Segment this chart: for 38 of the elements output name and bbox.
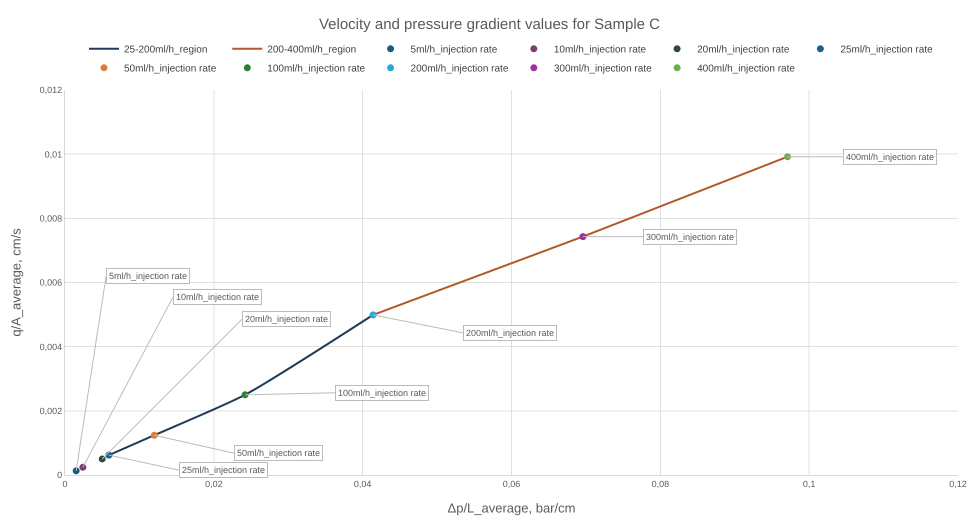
legend-label: 25ml/h_injection rate	[840, 44, 934, 56]
legend-label: 20ml/h_injection rate	[697, 44, 790, 56]
annotation: 300ml/h_injection rate	[646, 232, 734, 242]
legend-label: 5ml/h_injection rate	[410, 44, 498, 56]
x-tick-label: 0,08	[652, 478, 670, 489]
annotation: 200ml/h_injection rate	[466, 328, 554, 338]
y-tick-label: 0,006	[40, 278, 62, 288]
annotation: 100ml/h_injection rate	[338, 388, 426, 398]
chart-title: Velocity and pressure gradient values for Sample C	[318, 16, 660, 33]
annotation: 25ml/h_injection rate	[182, 465, 266, 475]
x-tick-label: 0,1	[802, 478, 816, 489]
legend-label: 50ml/h_injection rate	[124, 64, 217, 75]
annotation: 20ml/h_injection rate	[245, 314, 328, 324]
legend-label: 400ml/h_injection rate	[697, 64, 796, 75]
y-tick-label: 0,012	[40, 85, 62, 96]
point	[370, 311, 377, 318]
y-tick-label: 0	[57, 470, 62, 480]
y-axis-title: q/A_average, cm/s	[8, 228, 24, 337]
x-tick-label: 0,06	[502, 478, 520, 489]
annotation: 400ml/h_injection rate	[846, 152, 934, 162]
y-tick-label: 0,008	[40, 213, 62, 224]
annotation: 50ml/h_injection rate	[237, 448, 320, 458]
annotation: 5ml/h_injection rate	[109, 271, 188, 281]
y-tick-label: 0,01	[44, 149, 62, 160]
x-tick-label: 0,02	[205, 478, 223, 489]
y-tick-label: 0,002	[40, 406, 62, 416]
legend-label: 100ml/h_injection rate	[267, 64, 366, 75]
x-axis-title: Δp/L_average, bar/cm	[448, 500, 576, 516]
legend-label: 300ml/h_injection rate	[554, 64, 652, 75]
y-tick-label: 0,004	[40, 342, 62, 352]
point	[579, 233, 586, 240]
annotation: 10ml/h_injection rate	[176, 292, 260, 302]
legend-label: 200-400ml/h_region	[267, 44, 356, 56]
legend-label: 10ml/h_injection rate	[554, 44, 647, 56]
x-tick-label: 0,12	[949, 478, 967, 489]
legend-label: 200ml/h_injection rate	[410, 64, 509, 75]
x-tick-label: 0,04	[354, 478, 372, 489]
legend-label: 25-200ml/h_region	[124, 44, 208, 56]
